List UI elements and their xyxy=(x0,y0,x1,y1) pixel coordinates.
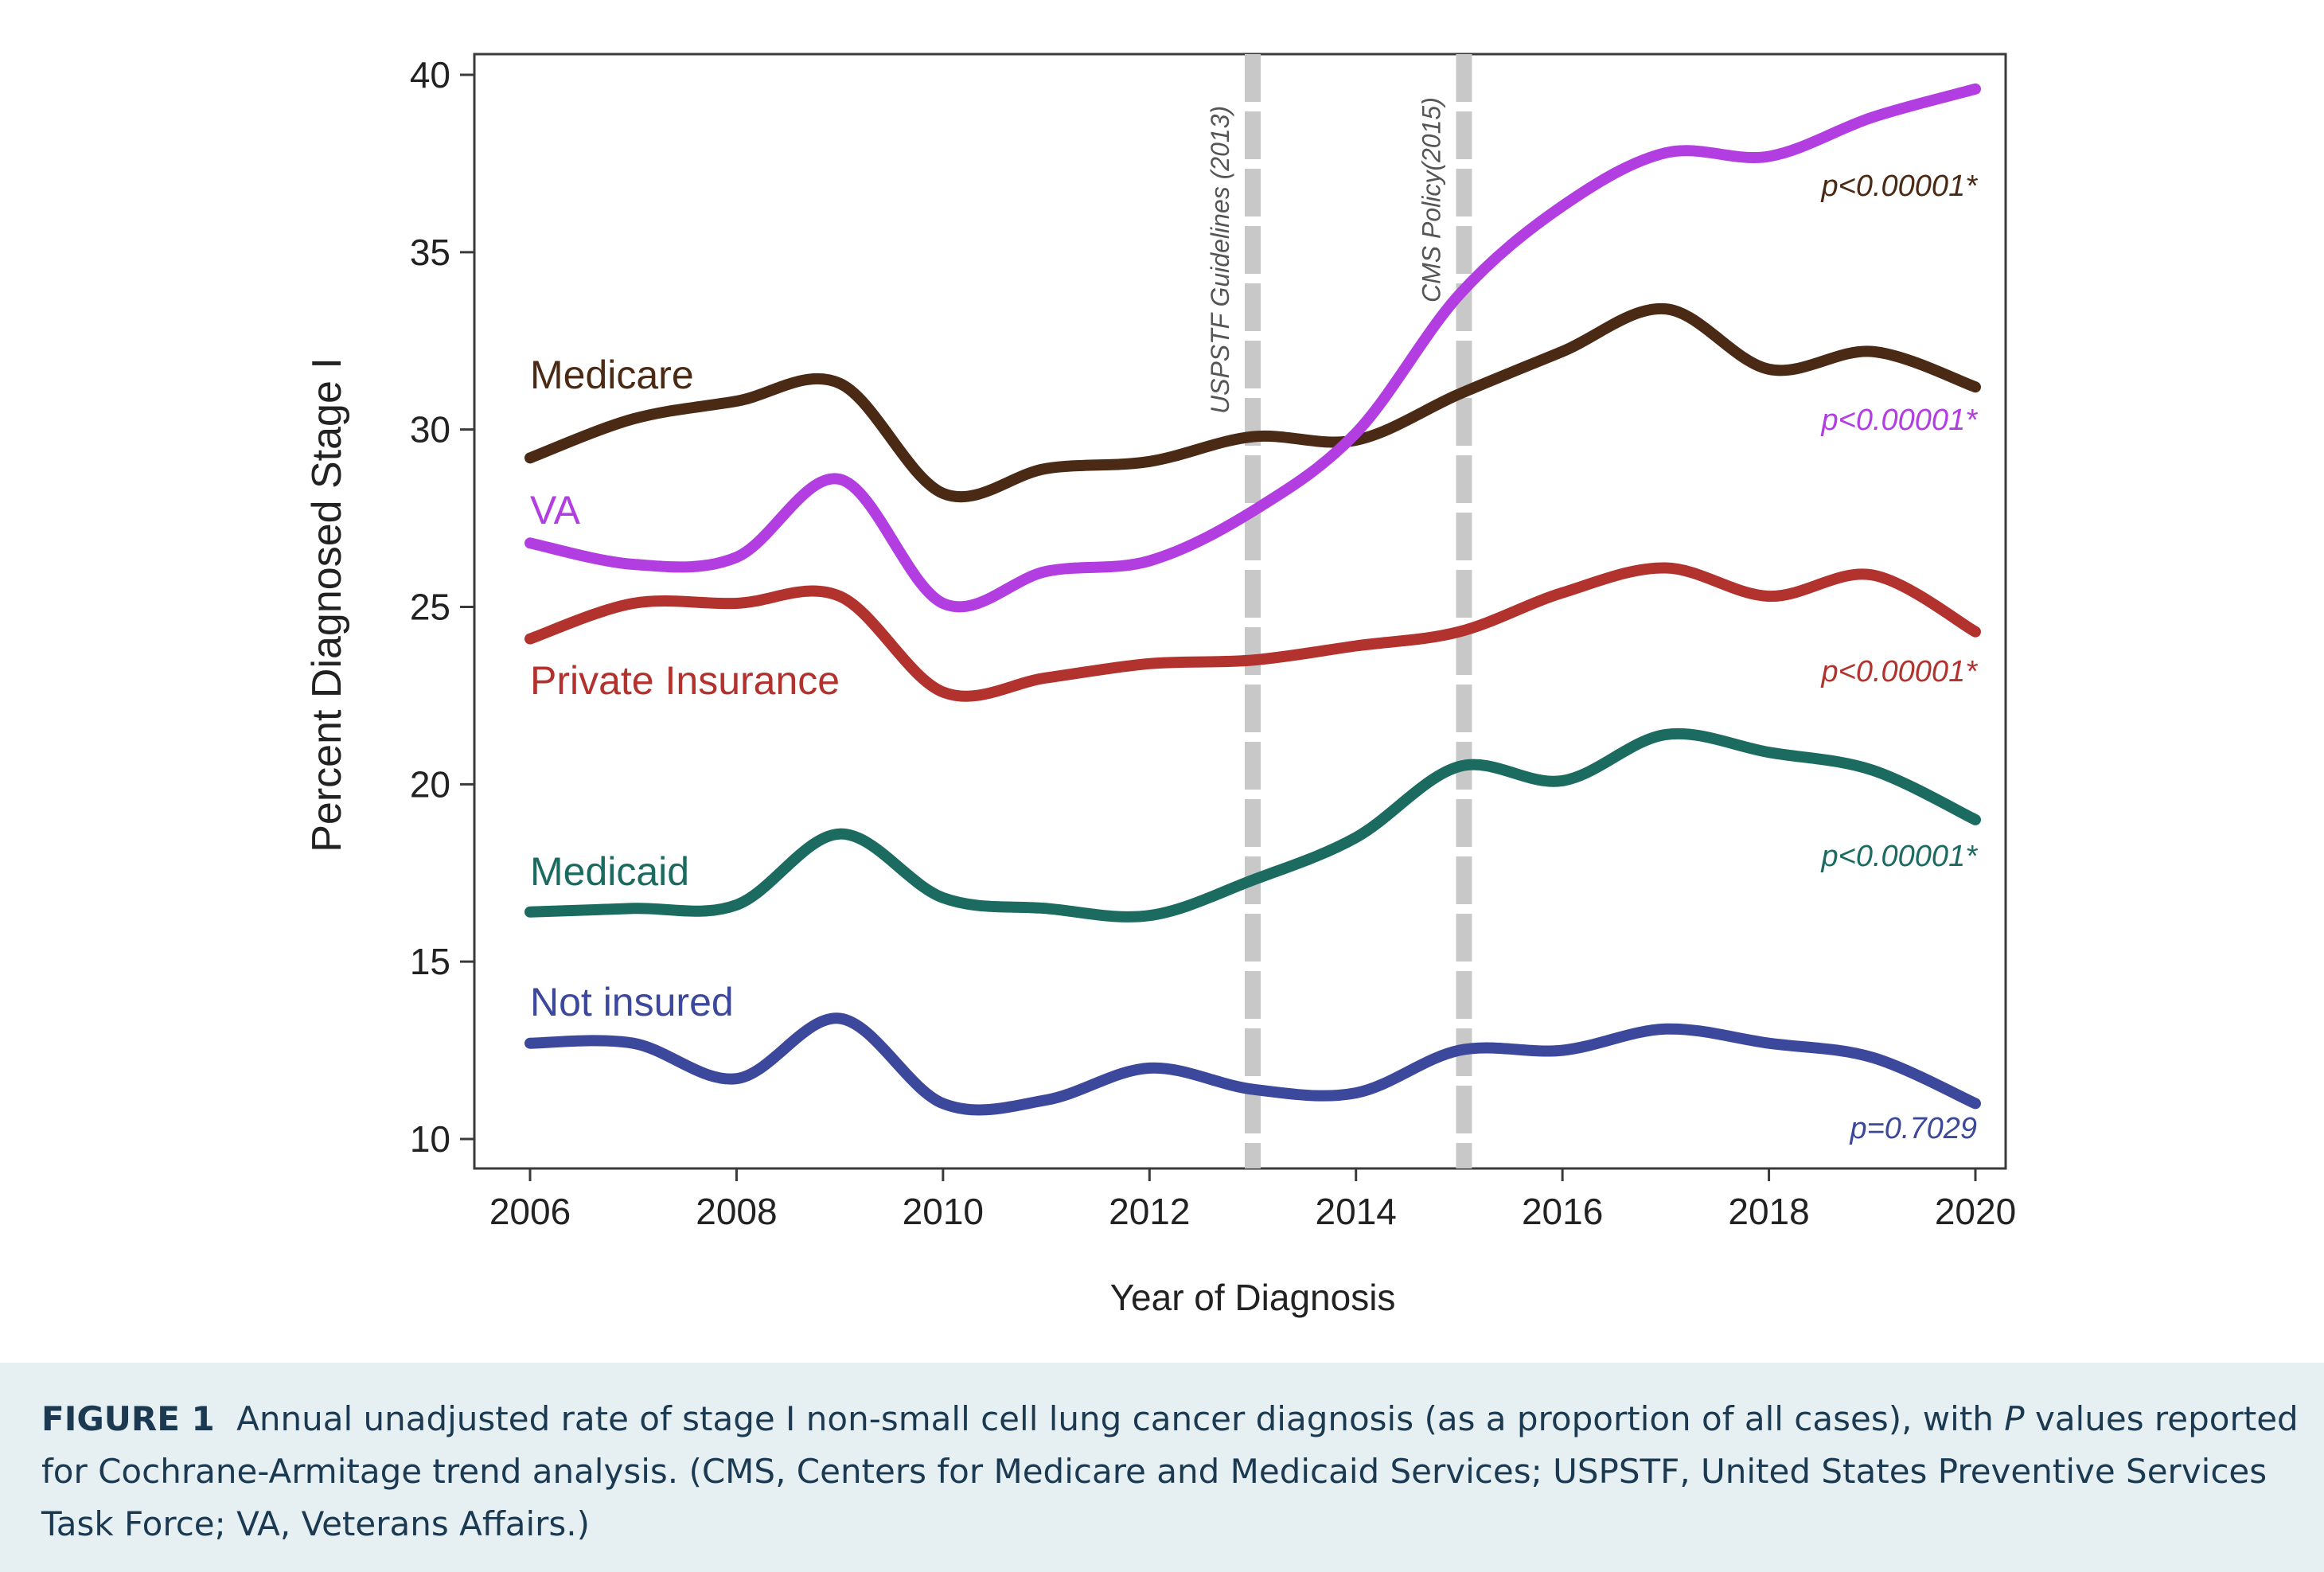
x-tick-label: 2014 xyxy=(1316,1191,1397,1232)
series-line-medicare xyxy=(524,302,1981,503)
series-line-private-insurance xyxy=(524,562,1981,702)
line-chart: 10 15 20 25 30 35 40 2006 2008 2010 2012 2014 2016 20… xyxy=(304,53,2016,1318)
p-value-label: p<0.00001* xyxy=(1821,655,1979,688)
series-label: Medicare xyxy=(530,353,694,397)
p-value-label: p<0.00001* xyxy=(1821,404,1979,437)
figure-caption: FIGURE 1 Annual unadjusted rate of stage… xyxy=(0,1363,2324,1572)
y-tick-label: 10 xyxy=(410,1118,450,1160)
x-tick-label: 2016 xyxy=(1522,1191,1603,1232)
caption-text-1: Annual unadjusted rate of stage I non-sm… xyxy=(236,1399,1994,1438)
series-label: Not insured xyxy=(530,980,734,1024)
p-value-label: p<0.00001* xyxy=(1821,170,1979,203)
series-label: VA xyxy=(530,488,581,532)
reference-line-label: CMS Policy(2015) xyxy=(1417,97,1445,302)
caption-text-2: values reported for Cochrane-Armitage tr… xyxy=(41,1399,2299,1543)
x-tick-label: 2018 xyxy=(1728,1191,1809,1232)
series-line-not-insured xyxy=(524,1012,1981,1116)
y-tick-label: 30 xyxy=(410,409,450,451)
series-line-va xyxy=(524,83,1981,613)
series-labels: Medicare p<0.00001* VA p<0.00001* Private In… xyxy=(530,170,1978,1145)
series-label: Medicaid xyxy=(530,849,689,894)
caption-p-symbol: P xyxy=(2004,1399,2025,1438)
x-axis-title: Year of Diagnosis xyxy=(1110,1277,1396,1318)
series-line-medicaid xyxy=(524,727,1981,923)
plot-frame xyxy=(473,53,2007,1170)
y-tick-label: 35 xyxy=(410,232,450,273)
p-value-label: p<0.00001* xyxy=(1821,840,1979,873)
figure-label: FIGURE 1 xyxy=(41,1399,215,1438)
reference-lines: USPSTF Guidelines (2013) CMS Policy(2015) xyxy=(1206,54,1472,1168)
p-value-label: p=0.7029 xyxy=(1849,1112,1977,1145)
y-tick-label: 25 xyxy=(410,587,450,628)
series-label: Private Insurance xyxy=(530,658,840,703)
y-axis-title: Percent Diagnosed Stage I xyxy=(304,357,350,852)
x-tick-label: 2008 xyxy=(696,1191,777,1232)
x-tick-label: 2010 xyxy=(903,1191,984,1232)
y-tick-label: 20 xyxy=(410,763,450,805)
y-tick-label: 15 xyxy=(410,941,450,982)
series-lines xyxy=(524,83,1981,1116)
reference-line-label: USPSTF Guidelines (2013) xyxy=(1206,106,1234,414)
x-tick-label: 2012 xyxy=(1109,1191,1190,1232)
x-tick-label: 2006 xyxy=(489,1191,571,1232)
x-tick-label: 2020 xyxy=(1935,1191,2016,1232)
axes: 10 15 20 25 30 35 40 2006 2008 2010 2012 2014 2016 20… xyxy=(410,53,2016,1232)
y-tick-label: 40 xyxy=(410,54,450,96)
